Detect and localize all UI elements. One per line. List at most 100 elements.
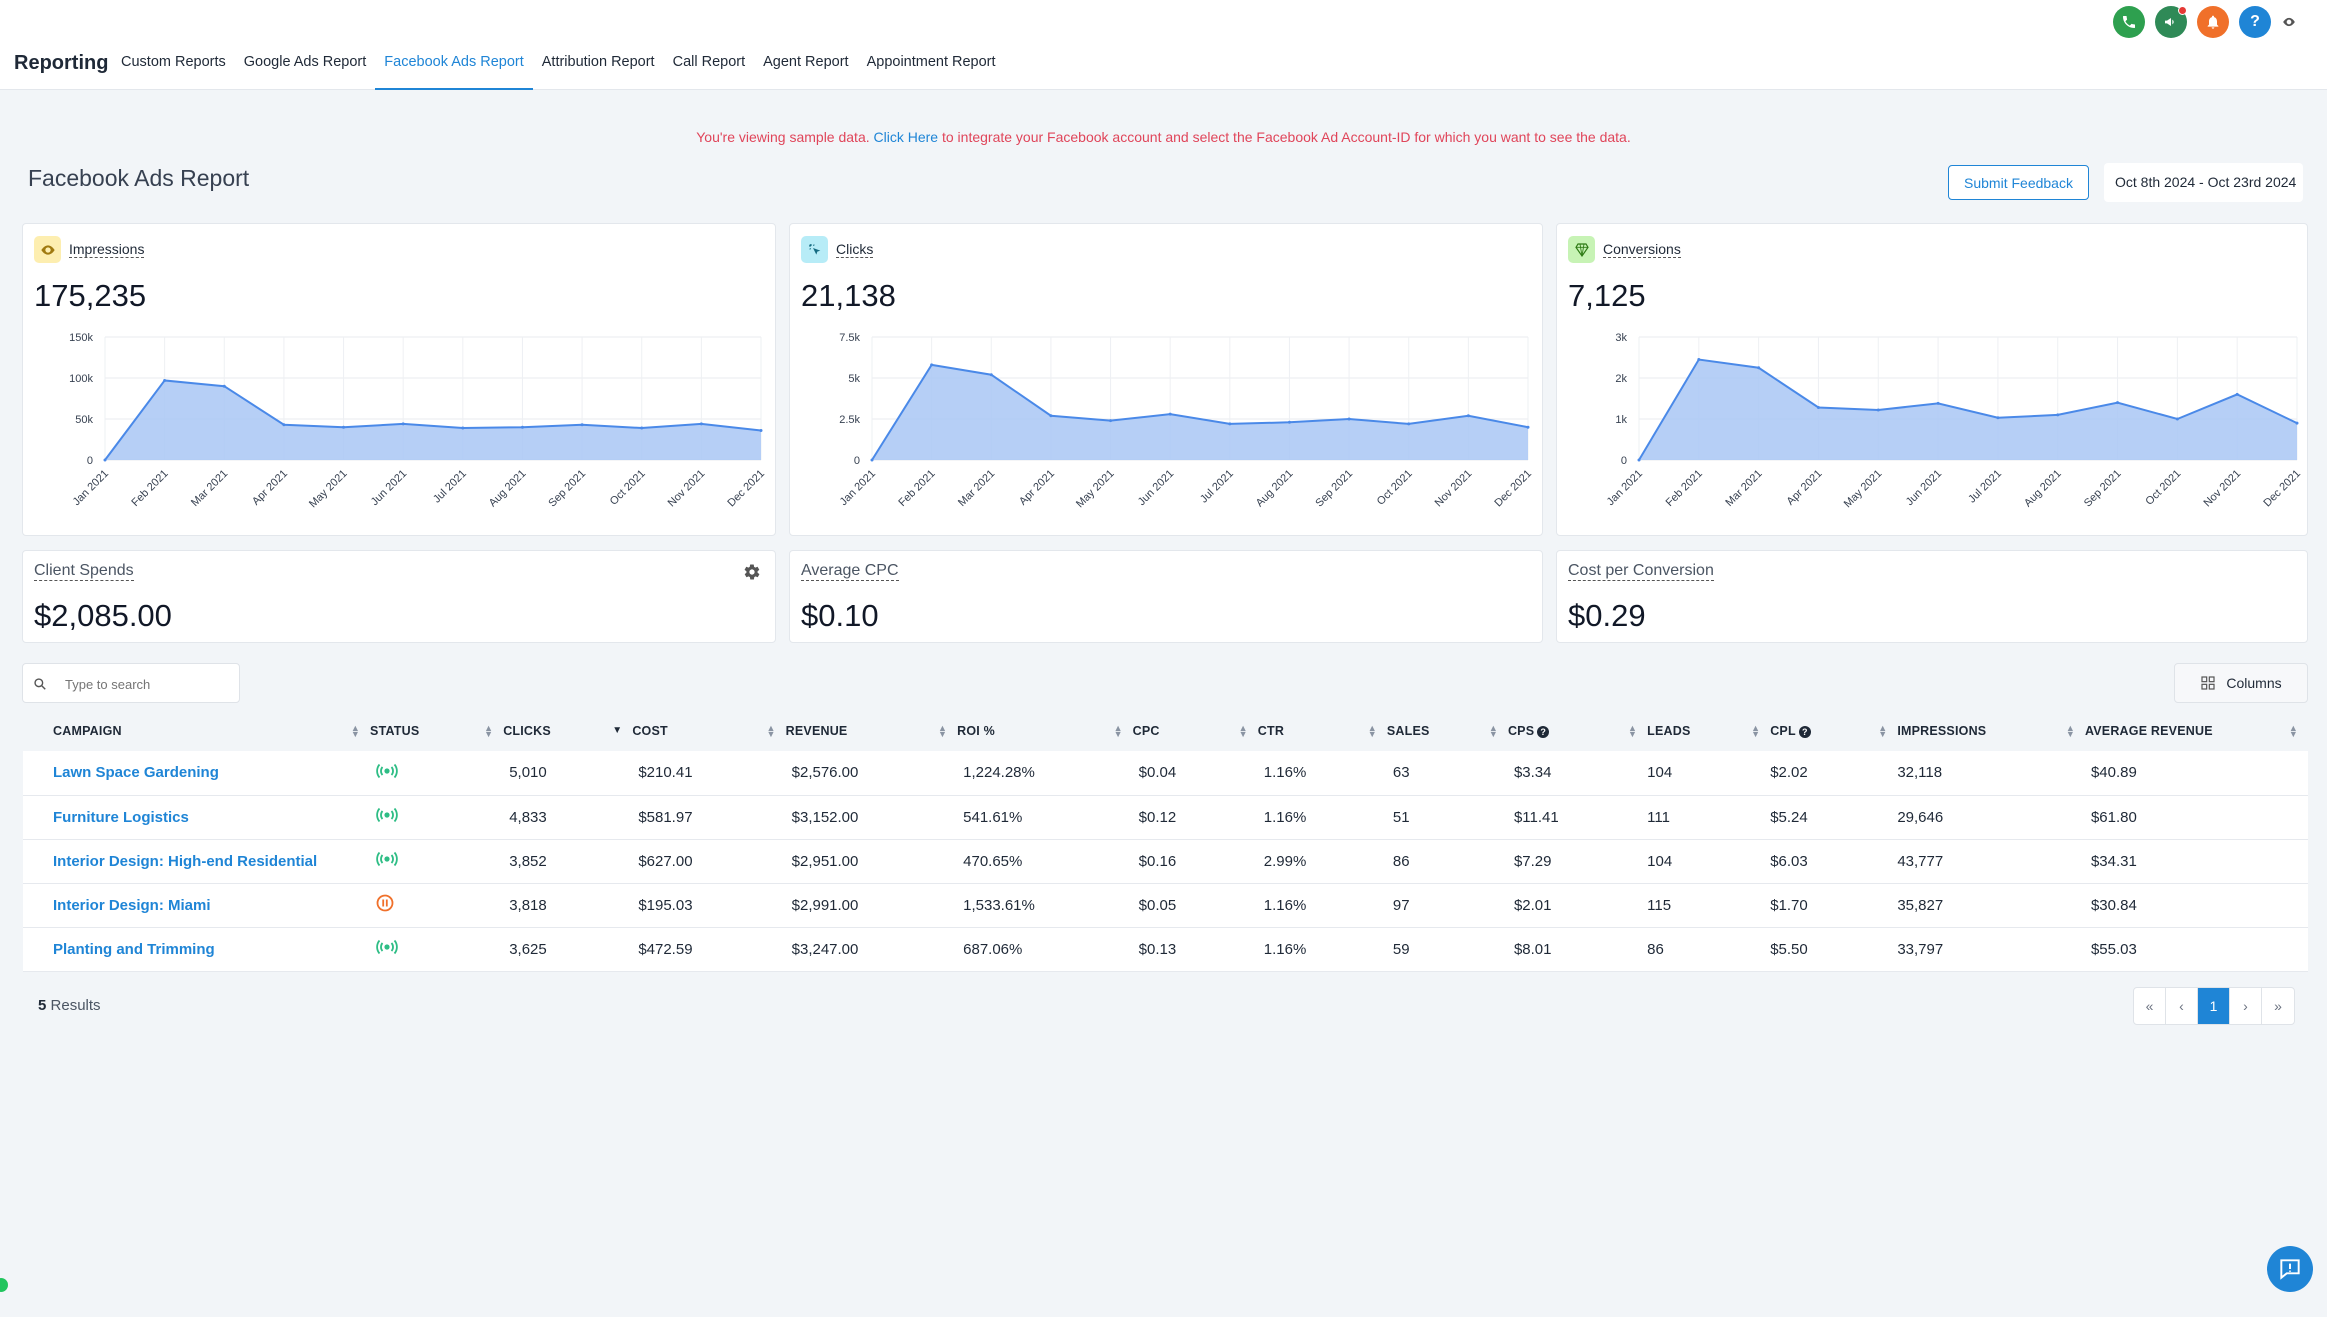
sort-icon[interactable]: ▲ ▼: [1113, 723, 1123, 739]
sort-icon[interactable]: ▲ ▼: [1367, 723, 1377, 739]
data-point[interactable]: [401, 422, 405, 426]
tab-call-report[interactable]: Call Report: [672, 54, 746, 70]
data-point[interactable]: [2116, 401, 2120, 405]
help-icon[interactable]: ?: [2239, 6, 2271, 38]
bell-icon[interactable]: [2197, 6, 2229, 38]
data-point[interactable]: [461, 426, 465, 430]
data-point[interactable]: [1757, 366, 1761, 370]
column-header-cost[interactable]: COST ▲ ▼: [632, 711, 785, 751]
sort-desc-icon[interactable]: ▼: [612, 725, 623, 736]
campaign-link[interactable]: Interior Design: High-end Residential: [23, 839, 371, 884]
column-header-ctr[interactable]: CTR ▲ ▼: [1258, 711, 1387, 751]
data-point[interactable]: [2056, 413, 2060, 417]
sort-icon[interactable]: ▲ ▼: [1238, 723, 1248, 739]
page-1-button[interactable]: 1: [2198, 988, 2230, 1024]
column-header-roi[interactable]: ROI % ▲ ▼: [957, 711, 1133, 751]
tab-custom-reports[interactable]: Custom Reports: [121, 54, 226, 70]
column-header-clicks[interactable]: CLICKS ▼: [503, 711, 632, 751]
sort-icon[interactable]: ▲ ▼: [938, 723, 948, 739]
data-point[interactable]: [640, 426, 644, 430]
sort-icon[interactable]: ▲ ▼: [1488, 723, 1498, 739]
data-point[interactable]: [1287, 420, 1291, 424]
submit-feedback-button[interactable]: Submit Feedback: [1948, 165, 2089, 200]
sort-icon[interactable]: ▲ ▼: [766, 723, 776, 739]
table-row[interactable]: Interior Design: High-end Residential 3,8…: [23, 839, 2308, 884]
support-chat-button[interactable]: [2267, 1246, 2313, 1292]
data-point[interactable]: [282, 423, 286, 427]
data-point[interactable]: [699, 422, 703, 426]
data-point[interactable]: [1109, 419, 1113, 423]
eye-icon[interactable]: [2281, 14, 2297, 30]
sort-icon[interactable]: ▲ ▼: [2065, 723, 2075, 739]
table-row[interactable]: Planting and Trimming 3,625 $472.59 $3,247.…: [23, 927, 2308, 972]
table-row[interactable]: Lawn Space Gardening 5,010 $210.41 $2,576.0…: [23, 751, 2308, 796]
help-icon[interactable]: ?: [1537, 726, 1550, 738]
tab-facebook-ads-report[interactable]: Facebook Ads Report: [375, 44, 533, 90]
column-header-status[interactable]: STATUS ▲ ▼: [370, 711, 503, 751]
campaign-link[interactable]: Planting and Trimming: [23, 927, 371, 972]
data-point[interactable]: [1697, 358, 1701, 362]
sort-icon[interactable]: ▲ ▼: [1878, 723, 1888, 739]
column-header-leads[interactable]: LEADS ▲ ▼: [1647, 711, 1770, 751]
phone-icon[interactable]: [2113, 6, 2145, 38]
last-page-button[interactable]: »: [2274, 998, 2282, 1014]
column-header-campaign[interactable]: CAMPAIGN ▲ ▼: [23, 711, 370, 751]
next-page-button[interactable]: ›: [2230, 988, 2262, 1024]
megaphone-icon[interactable]: [2155, 6, 2187, 38]
column-header-avg_revenue[interactable]: AVERAGE REVENUE ▲ ▼: [2085, 711, 2308, 751]
sort-icon[interactable]: ▲ ▼: [484, 723, 494, 739]
sort-icon[interactable]: ▲ ▼: [1751, 723, 1761, 739]
tab-google-ads-report[interactable]: Google Ads Report: [243, 54, 367, 70]
data-point[interactable]: [1996, 416, 2000, 420]
table-row[interactable]: Furniture Logistics 4,833 $581.97 $3,152.00…: [23, 795, 2308, 840]
data-point[interactable]: [342, 425, 346, 429]
data-point[interactable]: [1407, 422, 1411, 426]
sort-icon[interactable]: ▲ ▼: [2288, 723, 2298, 739]
data-point[interactable]: [759, 428, 763, 432]
help-icon[interactable]: ?: [1798, 726, 1811, 738]
column-header-revenue[interactable]: REVENUE ▲ ▼: [786, 711, 958, 751]
data-point[interactable]: [1816, 406, 1820, 410]
sort-icon[interactable]: ▲ ▼: [350, 723, 361, 739]
data-point[interactable]: [1876, 408, 1880, 412]
data-point[interactable]: [222, 384, 226, 388]
data-point[interactable]: [2295, 421, 2299, 425]
data-point[interactable]: [520, 425, 524, 429]
column-header-cpc[interactable]: CPC ▲ ▼: [1133, 711, 1258, 751]
campaign-link[interactable]: Furniture Logistics: [23, 795, 371, 840]
integrate-link[interactable]: Click Here: [873, 129, 939, 145]
sort-icon[interactable]: ▲ ▼: [1628, 723, 1638, 739]
data-point[interactable]: [1049, 414, 1053, 418]
data-point[interactable]: [1466, 414, 1470, 418]
data-point[interactable]: [1228, 422, 1232, 426]
data-point[interactable]: [103, 458, 107, 462]
columns-button[interactable]: Columns: [2174, 663, 2308, 703]
data-point[interactable]: [1347, 417, 1351, 421]
data-point[interactable]: [163, 378, 167, 382]
column-header-impressions[interactable]: IMPRESSIONS ▲ ▼: [1897, 711, 2085, 751]
column-header-cps[interactable]: CPS? ▲ ▼: [1508, 711, 1647, 751]
date-range-picker[interactable]: Oct 8th 2024 - Oct 23rd 2024: [2104, 163, 2303, 202]
tab-agent-report[interactable]: Agent Report: [763, 54, 849, 70]
data-point[interactable]: [580, 423, 584, 427]
data-point[interactable]: [1637, 458, 1641, 462]
tab-appointment-report[interactable]: Appointment Report: [866, 54, 996, 70]
tab-attribution-report[interactable]: Attribution Report: [541, 54, 655, 70]
data-point[interactable]: [930, 363, 934, 367]
column-header-sales[interactable]: SALES ▲ ▼: [1387, 711, 1508, 751]
data-point[interactable]: [1168, 412, 1172, 416]
search-input[interactable]: [65, 672, 230, 696]
prev-page-button[interactable]: ‹: [2166, 988, 2198, 1024]
first-page-button[interactable]: «: [2134, 988, 2166, 1024]
data-point[interactable]: [870, 458, 874, 462]
gear-icon[interactable]: [743, 563, 761, 581]
campaign-link[interactable]: Lawn Space Gardening: [23, 751, 371, 796]
data-point[interactable]: [1936, 401, 1940, 405]
campaign-link[interactable]: Interior Design: Miami: [23, 883, 371, 928]
column-header-cpl[interactable]: CPL? ▲ ▼: [1770, 711, 1897, 751]
data-point[interactable]: [2175, 417, 2179, 421]
data-point[interactable]: [1526, 425, 1530, 429]
data-point[interactable]: [989, 373, 993, 377]
table-row[interactable]: Interior Design: Miami 3,818 $195.03 $2,991…: [23, 883, 2308, 928]
data-point[interactable]: [2235, 392, 2239, 396]
